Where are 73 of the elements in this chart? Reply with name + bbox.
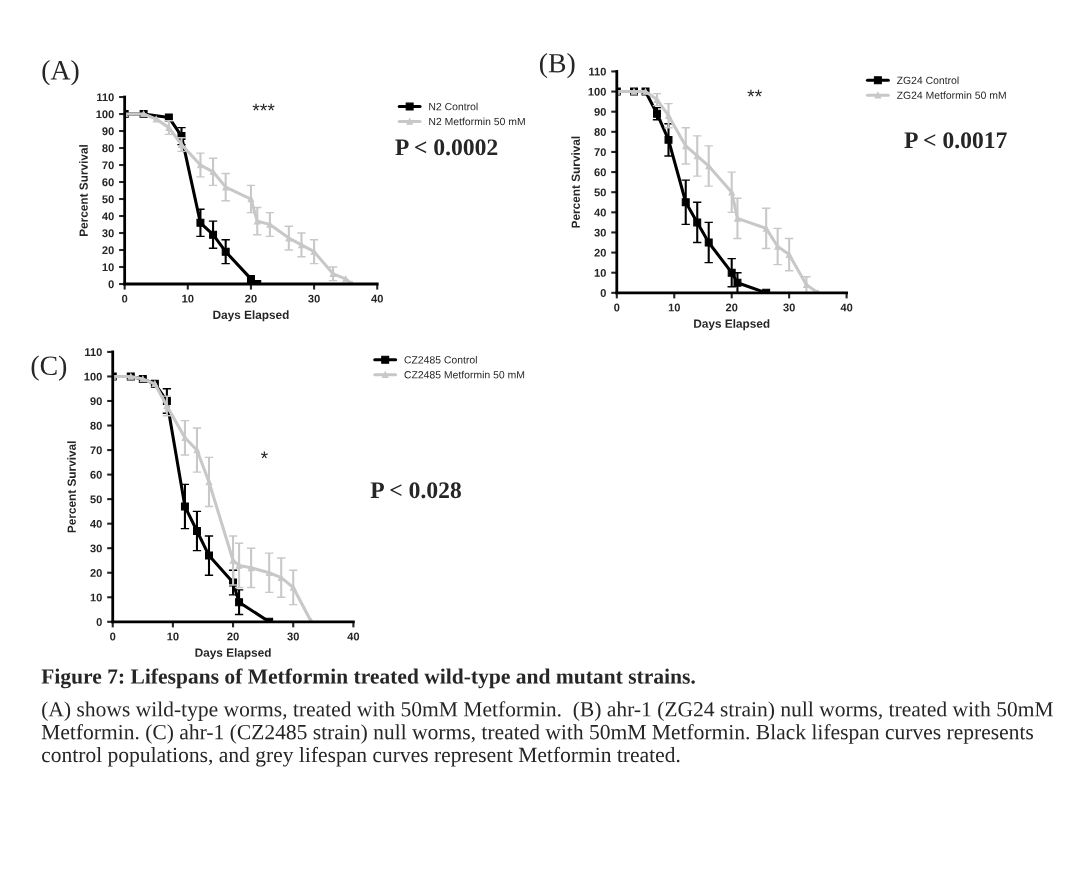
y-tick-label: 30 <box>594 228 606 237</box>
x-tick-label: 10 <box>167 632 179 641</box>
y-tick-label: 70 <box>594 148 606 157</box>
y-tick-label: 50 <box>90 495 102 504</box>
x-tick-label: 0 <box>614 303 620 312</box>
legend-label: CZ2485 Control <box>404 355 477 364</box>
text: (B) <box>539 53 575 79</box>
text: P < 0.028 <box>370 482 461 499</box>
y-tick-label: 110 <box>97 93 114 102</box>
text: P < 0.0017 <box>904 132 1007 149</box>
y-tick-label: 110 <box>589 67 606 76</box>
x-tick-label: 20 <box>725 303 738 312</box>
y-tick-label: 70 <box>90 446 102 455</box>
y-tick-label: 80 <box>90 421 102 430</box>
annotation: *** <box>252 103 275 111</box>
y-tick-label: 100 <box>96 110 114 119</box>
y-tick-label: 110 <box>85 348 102 357</box>
y-tick-label: 40 <box>102 212 114 221</box>
y-tick-label: 40 <box>90 519 102 528</box>
y-tick-label: 80 <box>594 128 606 136</box>
y-tick-label: 10 <box>594 268 606 277</box>
y-tick-label: 60 <box>594 168 606 177</box>
y-tick-label: 10 <box>90 593 102 602</box>
x-tick-label: 30 <box>308 294 320 303</box>
y-tick-label: 60 <box>102 178 114 187</box>
y-axis-title: Percent Survival <box>571 136 580 228</box>
text: P < 0.0002 <box>395 139 498 156</box>
y-tick-label: 20 <box>102 246 114 255</box>
y-tick-label: 90 <box>594 107 606 116</box>
x-tick-label: 20 <box>227 632 239 641</box>
y-tick-label: 30 <box>102 229 114 238</box>
legend-label: ZG24 Metformin 50 mM <box>896 91 1006 99</box>
x-tick-label: 0 <box>122 294 128 303</box>
x-tick-label: 20 <box>245 294 257 303</box>
x-tick-label: 40 <box>840 303 853 312</box>
y-tick-label: 20 <box>594 248 606 257</box>
y-tick-label: 90 <box>102 127 114 136</box>
y-tick-label: 50 <box>102 195 114 204</box>
y-axis-title: Percent Survival <box>79 145 88 236</box>
y-tick-label: 50 <box>594 188 606 197</box>
y-tick-label: 80 <box>102 144 114 153</box>
y-tick-label: 0 <box>108 280 114 289</box>
legend-label: N2 Control <box>429 102 478 111</box>
y-tick-label: 10 <box>102 263 114 272</box>
legend-label: N2 Metformin 50 mM <box>429 117 525 126</box>
x-axis-title: Days Elapsed <box>694 319 770 331</box>
y-tick-label: 100 <box>84 372 102 381</box>
y-axis-title: Percent Survival <box>67 441 76 533</box>
x-tick-label: 30 <box>783 303 795 312</box>
x-tick-label: 30 <box>287 632 299 641</box>
x-tick-label: 40 <box>347 632 360 641</box>
annotation: * <box>260 451 268 459</box>
caption: Figure 7: Lifespans of Metformin treated wild-type and mutant strains. <box>41 668 695 689</box>
y-tick-label: 0 <box>600 289 606 297</box>
y-tick-label: 20 <box>90 569 102 577</box>
text: (A) <box>42 60 79 86</box>
y-tick-label: 40 <box>594 208 606 217</box>
y-tick-label: 90 <box>90 397 102 406</box>
x-axis-title: Days Elapsed <box>195 648 271 660</box>
y-tick-label: 0 <box>96 618 102 626</box>
x-axis-title: Days Elapsed <box>213 310 289 322</box>
y-tick-label: 60 <box>90 470 102 479</box>
legend-label: CZ2485 Metformin 50 mM <box>404 370 525 379</box>
x-tick-label: 10 <box>182 294 194 303</box>
text: (C) <box>31 355 67 381</box>
y-tick-label: 30 <box>90 544 102 553</box>
annotation: ** <box>747 89 762 97</box>
x-tick-label: 40 <box>371 294 383 303</box>
y-tick-label: 70 <box>102 161 114 170</box>
legend-label: ZG24 Control <box>896 76 959 85</box>
x-tick-label: 10 <box>668 303 680 312</box>
y-tick-label: 100 <box>588 87 606 96</box>
text: (A) shows wild-type worms, treated with 50mM Metformin. (B) ahr-1 (ZG24 strain) null worms, treated with 50mM Metformin. (C) ahr-1 (CZ2485 strain) null worms, treated with 50mM Metformin. Black lifespan curves represents control populations, and grey lifespan curves represent Metformin treated. <box>41 701 1053 767</box>
